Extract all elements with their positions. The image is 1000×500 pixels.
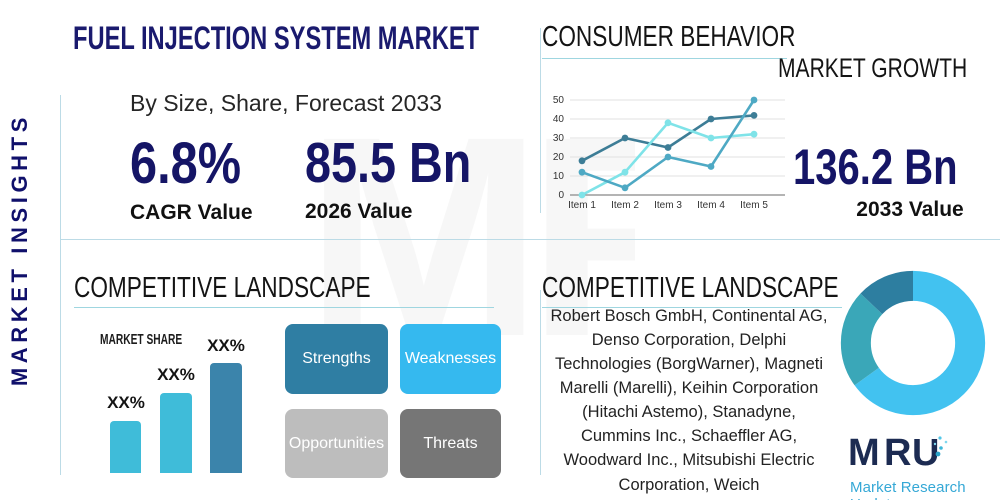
- svg-text:Item 4: Item 4: [697, 200, 725, 211]
- svg-text:Item 5: Item 5: [740, 200, 768, 211]
- svg-text:Item 1: Item 1: [568, 200, 596, 211]
- svg-text:Item 2: Item 2: [611, 200, 639, 211]
- svg-text:40: 40: [553, 114, 565, 125]
- svg-text:10: 10: [553, 171, 565, 182]
- svg-text:U: U: [912, 432, 938, 474]
- svg-text:20: 20: [553, 152, 565, 163]
- svg-text:50: 50: [553, 95, 565, 106]
- svg-text:Item 3: Item 3: [654, 200, 682, 211]
- svg-text:0: 0: [558, 190, 564, 201]
- svg-text:M: M: [850, 432, 878, 474]
- svg-text:R: R: [884, 432, 911, 474]
- svg-text:30: 30: [553, 133, 565, 144]
